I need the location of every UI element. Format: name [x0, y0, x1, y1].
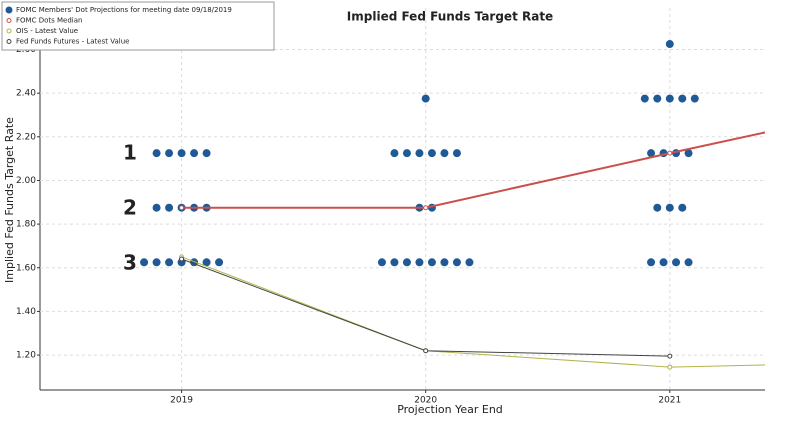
legend-marker	[6, 18, 12, 23]
y-tick-label: 1.60	[16, 263, 36, 273]
dot	[690, 94, 699, 103]
dot	[452, 149, 461, 158]
dot	[672, 258, 681, 267]
dot	[402, 149, 411, 158]
dot	[402, 258, 411, 267]
dot	[140, 258, 149, 267]
x-tick-label: 2020	[414, 396, 437, 406]
dot	[415, 258, 424, 267]
dot	[427, 149, 436, 158]
dot	[653, 203, 662, 212]
dot	[465, 258, 474, 267]
line	[181, 256, 766, 368]
point	[423, 348, 429, 354]
legend-marker	[6, 28, 12, 34]
point	[667, 353, 673, 359]
dot	[440, 258, 449, 267]
point	[667, 364, 673, 370]
dot	[190, 149, 199, 158]
chart-title: Implied Fed Funds Target Rate	[347, 10, 553, 24]
y-tick-label: 2.40	[16, 89, 36, 99]
legend-label: FOMC Members' Dot Projections for meetin…	[16, 6, 232, 14]
dot	[390, 149, 399, 158]
dot	[415, 149, 424, 158]
x-axis-label: Projection Year End	[397, 403, 503, 416]
legend-marker	[5, 6, 13, 14]
dot	[165, 149, 174, 158]
dot	[647, 258, 656, 267]
dot	[427, 258, 436, 267]
dot	[665, 94, 674, 103]
dot	[684, 258, 693, 267]
point	[179, 205, 185, 211]
dot	[215, 258, 224, 267]
dot	[152, 149, 161, 158]
dot	[421, 94, 430, 103]
dot	[640, 94, 649, 103]
dot	[165, 258, 174, 267]
point	[179, 256, 185, 262]
dot	[440, 149, 449, 158]
y-axis-label: Implied Fed Funds Target Rate	[3, 117, 16, 283]
dot	[390, 258, 399, 267]
x-tick-label: 2021	[658, 396, 681, 406]
legend-box	[1, 1, 275, 51]
dot	[653, 94, 662, 103]
dot	[665, 40, 674, 49]
dot	[177, 149, 186, 158]
dot	[647, 149, 656, 158]
legend-label: Fed Funds Futures - Latest Value	[16, 38, 129, 46]
y-tick-label: 2.00	[16, 176, 36, 186]
legend-label: FOMC Dots Median	[16, 17, 82, 25]
y-tick-label: 1.20	[16, 351, 36, 361]
point	[423, 205, 429, 211]
dot	[665, 203, 674, 212]
dot	[377, 258, 386, 267]
x-tick-label: 2019	[170, 396, 193, 406]
point	[667, 150, 673, 156]
y-tick-label: 1.80	[16, 220, 36, 230]
dot	[659, 258, 668, 267]
dot	[152, 203, 161, 212]
legend: FOMC Members' Dot Projections for meetin…	[1, 1, 275, 51]
dot	[202, 149, 211, 158]
y-tick-label: 1.40	[16, 307, 36, 317]
dot	[452, 258, 461, 267]
line	[181, 131, 766, 209]
dot	[202, 258, 211, 267]
dot	[152, 258, 161, 267]
y-tick-label: 2.20	[16, 132, 36, 142]
dot	[684, 149, 693, 158]
dot	[678, 203, 687, 212]
legend-label: OIS - Latest Value	[16, 27, 78, 35]
annotation: 3	[123, 251, 137, 275]
annotation: 2	[123, 196, 137, 220]
annotation: 1	[123, 141, 137, 165]
dot	[165, 203, 174, 212]
legend-marker	[6, 39, 12, 44]
dot	[678, 94, 687, 103]
